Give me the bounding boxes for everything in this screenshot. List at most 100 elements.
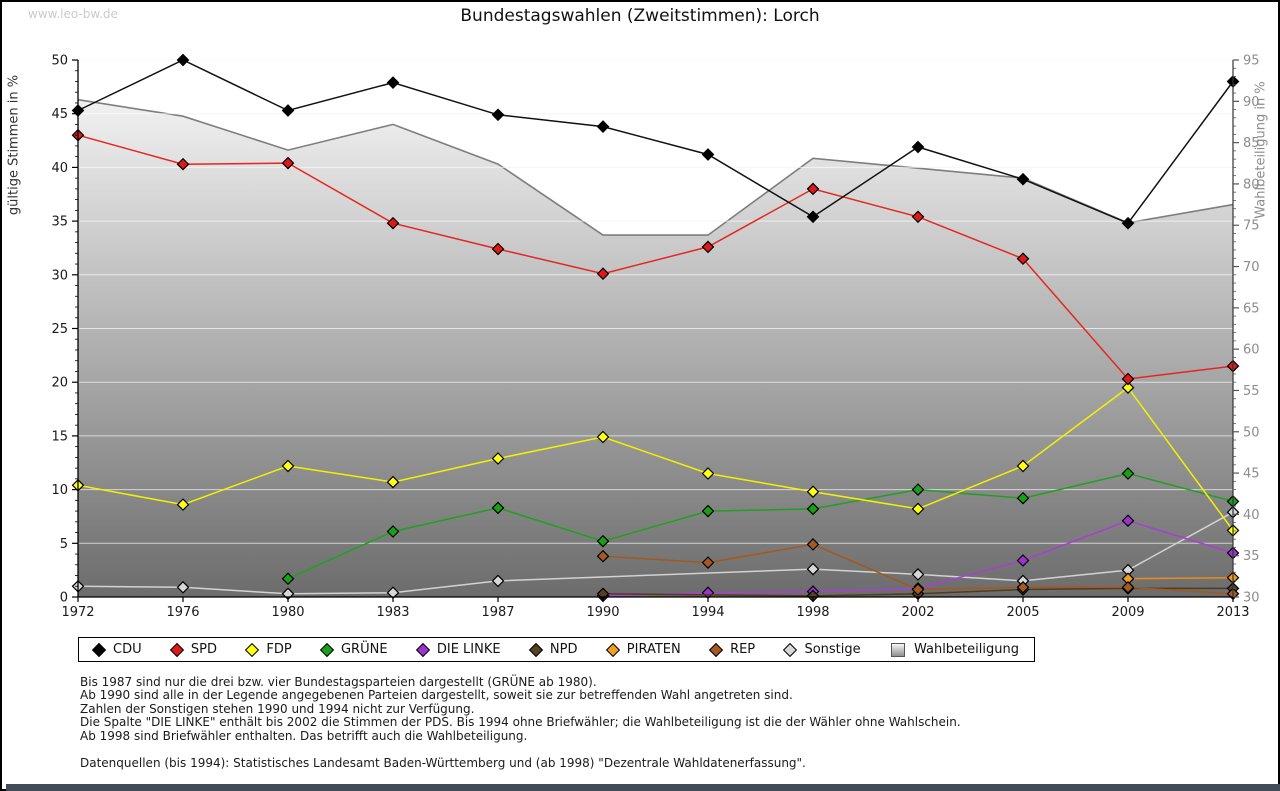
legend-diamond-icon [528,642,543,657]
bottom-bar [6,784,1280,791]
tick-label: 95 [1243,54,1260,69]
data-point [911,568,925,581]
legend-item-sonstige: Sonstige [783,642,861,657]
tick-label: 0 [60,591,68,606]
tick-label: 65 [1243,301,1260,316]
data-point [386,475,400,489]
data-point [701,148,715,161]
tick-label: 40 [1243,508,1260,523]
data-point [596,549,610,563]
data-point [701,240,715,254]
legend-item-cdu: CDU [91,642,142,657]
x-tick-label: 1998 [796,605,829,620]
x-tick-label: 2009 [1111,605,1144,620]
x-tick-label: 1987 [481,605,514,620]
data-point [1016,491,1030,505]
data-point [281,459,295,473]
data-point [386,216,400,230]
data-point [386,76,400,89]
tick-label: 35 [51,215,68,230]
legend-label: SPD [190,642,218,657]
chart-legend: CDU SPD FDP GRÜNE DIE LINKE NPD PIRATEN REP Sons… [78,637,1035,662]
legend-item-npd: NPD [528,642,578,657]
footnote-line: Bis 1987 sind nur die drei bzw. vier Bun… [80,675,597,689]
tick-label: 5 [60,537,68,552]
data-point [1016,172,1030,186]
tick-label: 75 [1243,219,1260,234]
x-tick-label: 1990 [586,605,619,620]
legend-diamond-icon [783,642,798,657]
tick-label: 30 [1243,591,1260,606]
data-point [281,104,295,117]
legend-label: CDU [113,642,142,657]
legend-diamond-icon [169,642,184,657]
y-axis-left-title: gültige Stimmen in % [6,74,22,216]
x-tick-label: 1980 [271,605,304,620]
data-point [596,430,610,444]
tick-label: 50 [51,54,68,69]
data-point [806,502,820,516]
tick-label: 55 [1243,384,1260,399]
data-point [1016,252,1030,266]
data-point [806,210,820,224]
tick-label: 45 [51,107,68,122]
legend-item-piraten: PIRATEN [605,642,681,657]
x-axis-ticks: 1972 1976 1980 1983 1987 1990 1994 1998 2002 2005… [61,597,1250,620]
tick-label: 20 [51,376,68,391]
legend-label: Sonstige [804,642,861,657]
data-point [1121,372,1135,386]
tick-label: 15 [51,429,68,444]
data-point [1121,381,1135,394]
data-point [806,485,820,499]
tick-label: 90 [1243,95,1260,110]
data-point [176,157,190,171]
legend-label: REP [730,642,756,657]
data-point [1016,580,1030,594]
footnote-line: Die Spalte "DIE LINKE" enthält bis 2002 … [80,715,961,730]
tick-label: 85 [1243,136,1260,151]
x-tick-label: 1994 [691,605,724,620]
data-point [806,562,820,576]
data-point [806,182,820,196]
legend-item-fdp: FDP [245,642,292,657]
data-point [596,534,610,548]
series-rep [596,538,1240,601]
legend-diamond-icon [91,642,107,657]
data-point [1121,467,1135,480]
data-point [176,498,190,511]
legend-label: PIRATEN [626,642,681,657]
x-tick-label: 1983 [376,605,409,620]
data-point [1121,216,1135,230]
legend-square-icon [890,642,905,657]
legend-diamond-icon [708,642,724,657]
footnote-line: Zahlen der Sonstigen stehen 1990 und 199… [80,701,475,716]
data-point [1016,459,1030,473]
footnote-line: Ab 1998 sind Briefwähler enthalten. Das … [80,728,528,743]
data-point [386,525,400,538]
legend-label: NPD [549,642,578,657]
tick-label: 80 [1243,177,1260,192]
watermark-leo-bw: www.leo-bw.de [28,7,118,21]
data-point [491,452,505,465]
data-point [701,467,715,480]
footnote-line: Ab 1990 sind alle in der Legende angegeb… [80,688,793,703]
legend-item-spd: SPD [169,642,218,657]
data-point [1016,554,1030,567]
data-point [911,502,925,516]
tick-label: 35 [1243,549,1260,564]
chart-footnotes: Bis 1987 sind nur die drei bzw. vier Bun… [80,675,961,770]
data-point [491,574,505,588]
legend-item-die-linke: DIE LINKE [415,642,501,657]
x-tick-label: 1976 [166,605,199,620]
data-point [596,120,610,133]
page-title: Bundestagswahlen (Zweitstimmen): Lorch [460,6,820,26]
data-point [911,483,925,496]
legend-item-wahlbeteiligung: Wahlbeteiligung [890,642,1019,657]
data-point [911,140,925,154]
x-tick-label: 2005 [1006,605,1039,620]
series-fdp [71,381,1240,537]
legend-diamond-icon [319,642,335,657]
legend-label: FDP [266,642,292,657]
